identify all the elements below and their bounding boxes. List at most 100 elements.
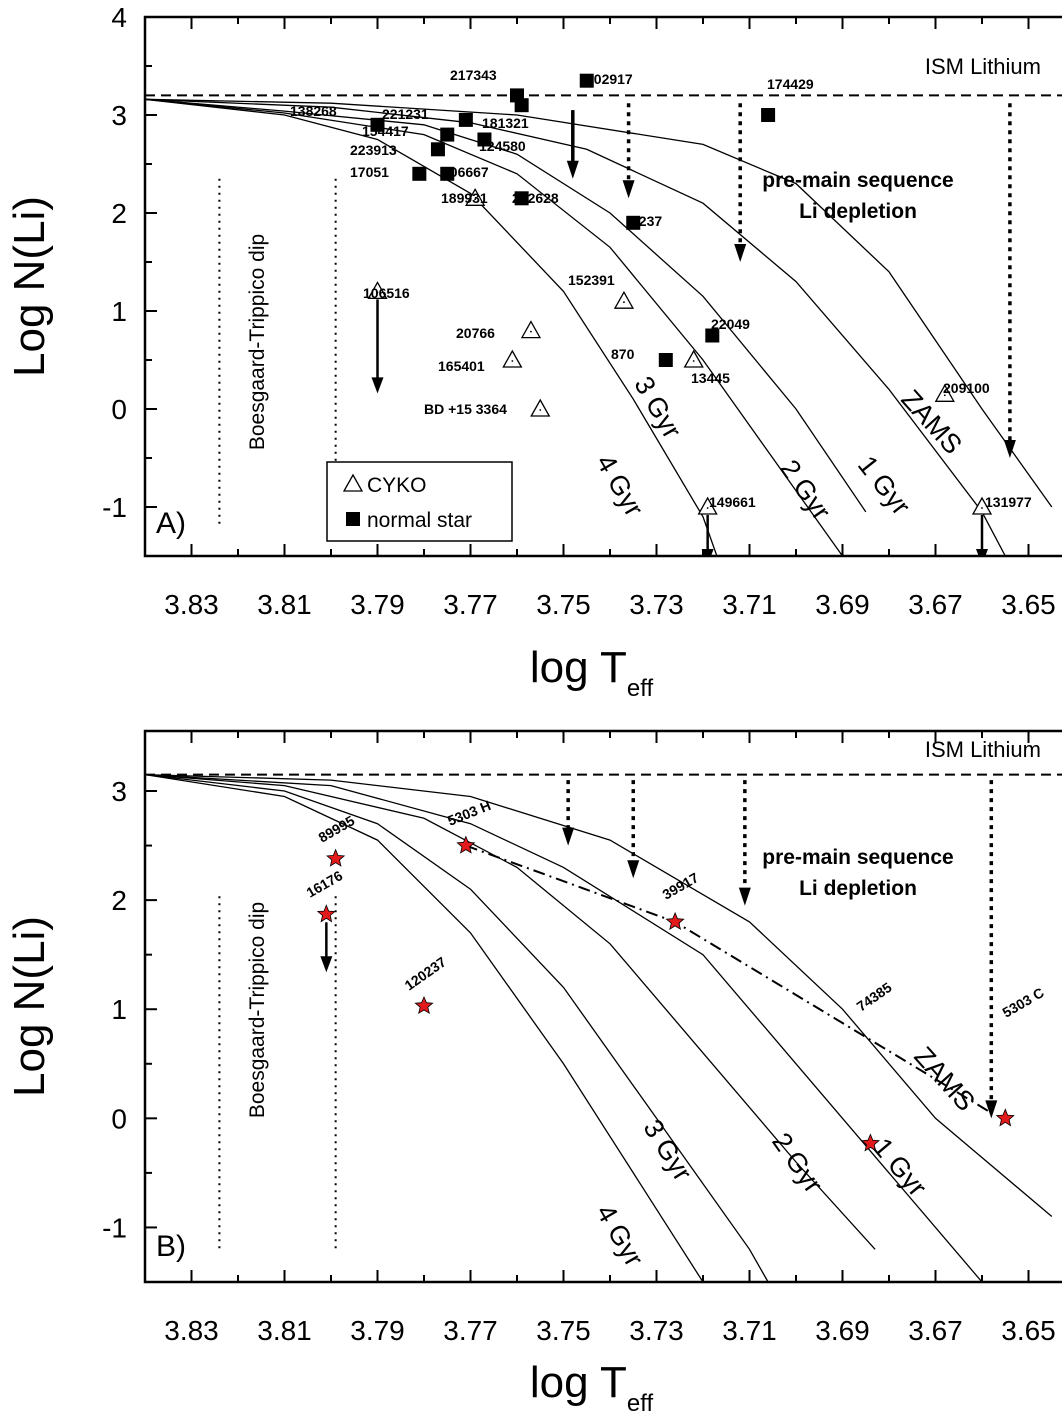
premain-note-line: Li depletion (799, 877, 917, 900)
point-174429 (761, 108, 776, 122)
x-tick-label: 3.81 (257, 1315, 312, 1346)
point-label: 74385 (854, 979, 895, 1015)
point-5303-C (995, 1108, 1015, 1127)
point-label: 181321 (482, 115, 529, 131)
isochrone-label: 3 Gyr (637, 1114, 697, 1186)
triangle-dot (623, 301, 625, 304)
isochrone-label: 2 Gyr (766, 1127, 828, 1198)
upper-limit-arrowhead (701, 549, 714, 556)
point-1237 (626, 215, 641, 230)
isochrone-2-gyr (145, 98, 867, 513)
point-label: 89995 (316, 812, 358, 845)
y-tick-label: -1 (102, 1212, 127, 1243)
legend-square-marker (346, 512, 360, 526)
x-tick-label: 3.81 (257, 589, 312, 620)
point-138268 (370, 117, 385, 132)
point-label: 152391 (568, 272, 615, 288)
point-label: 131977 (985, 494, 1032, 510)
x-tick-label: 3.79 (350, 1315, 405, 1346)
point-39917 (665, 911, 685, 931)
triangle-dot (981, 507, 983, 509)
isochrone-zams (145, 773, 1053, 1217)
x-tick-label: 3.77 (443, 589, 498, 620)
x-axis-label: log Teff (530, 1358, 654, 1417)
ism-lithium-label: ISM Lithium (925, 737, 1041, 762)
premain-note-line: pre-main sequence (762, 846, 953, 869)
x-tick-label: 3.69 (815, 1315, 870, 1346)
legend-label: normal star (367, 509, 472, 532)
panel-tag: B) (156, 1230, 186, 1263)
isochrone-label: ZAMS (908, 1041, 980, 1117)
triangle-dot (376, 291, 379, 294)
panel-a-chart: 3.83 3.81 3.79 3.77 3.75 3.73 3.71 3.69 3.67 3.65… (5, 2, 1062, 702)
point-label: 189931 (441, 190, 488, 206)
point-label: 217343 (450, 67, 497, 83)
point-870 (658, 353, 673, 367)
y-tick-label: 0 (111, 394, 127, 425)
point-124580 (477, 132, 492, 147)
x-tick-label: 3.69 (815, 589, 870, 620)
y-tick-label: 2 (111, 198, 127, 229)
plot-frame (143, 729, 1062, 1284)
point-label: 870 (611, 346, 635, 362)
x-tick-label: 3.75 (536, 589, 591, 620)
point-202628 (514, 191, 529, 206)
y-axis-label: Log N(Li) (5, 916, 54, 1097)
x-tick-label: 3.65 (1001, 589, 1056, 620)
triangle-dot (474, 198, 477, 201)
point-label: 13445 (691, 370, 730, 386)
point-181321 (514, 98, 529, 113)
isochrone-4-gyr (145, 98, 718, 556)
point-BD +15 3364 (530, 398, 551, 417)
point-131977 (971, 496, 993, 515)
point-label: 209100 (943, 380, 990, 396)
point-label: BD +15 3364 (424, 401, 507, 417)
triangle-dot (706, 507, 709, 509)
x-tick-label: 3.67 (908, 589, 963, 620)
isochrone-2-gyr (145, 773, 876, 1250)
point-149661 (697, 496, 718, 515)
point-label: 120237 (402, 953, 450, 993)
triangle-dot (530, 330, 532, 333)
x-tick-label: 3.83 (164, 589, 219, 620)
isochrone-4-gyr (145, 773, 704, 1282)
point-221231 (458, 112, 473, 127)
x-axis-label: log Teff (530, 643, 654, 702)
point-label: 149661 (709, 494, 756, 510)
isochrone-label: 1 Gyr (867, 1132, 932, 1202)
point-16176 (316, 904, 336, 923)
triangle-dot (539, 409, 542, 411)
y-tick-label: 3 (111, 776, 127, 807)
depletion-arrow-head (562, 827, 575, 846)
panel-b-chart: 3.83 3.81 3.79 3.77 3.75 3.73 3.71 3.69 3.67 3.65… (5, 729, 1062, 1417)
point-152391 (613, 290, 635, 309)
point-189931 (465, 187, 486, 206)
depletion-arrow-head (627, 860, 640, 879)
point-label: 22049 (711, 316, 750, 332)
point-label: 5303 C (1000, 984, 1047, 1020)
isochrone-1-gyr (145, 98, 1006, 556)
point-209100 (934, 383, 955, 402)
legend-box (326, 461, 513, 542)
premain-note-line: Li depletion (799, 200, 917, 223)
y-tick-label: 1 (111, 296, 127, 327)
x-tick-label: 3.73 (629, 589, 684, 620)
triangle-dot (692, 360, 695, 362)
premain-note-line: pre-main sequence (762, 169, 953, 192)
point-label: 138268 (290, 103, 337, 119)
point-89995 (326, 848, 346, 867)
point-202917 (579, 73, 594, 88)
y-tick-label: -1 (102, 492, 127, 523)
point-20766 (520, 320, 542, 339)
point-label: 1237 (631, 213, 662, 229)
point-165401 (502, 349, 523, 368)
x-tick-label: 3.75 (536, 1315, 591, 1346)
point-106516 (367, 281, 388, 300)
plot-area (145, 73, 1062, 556)
point-223913 (430, 142, 445, 157)
x-tick-label: 3.71 (722, 1315, 777, 1346)
point-154417 (440, 127, 455, 142)
point-label: 106516 (363, 285, 410, 301)
legend-label: CYKO (367, 474, 427, 497)
